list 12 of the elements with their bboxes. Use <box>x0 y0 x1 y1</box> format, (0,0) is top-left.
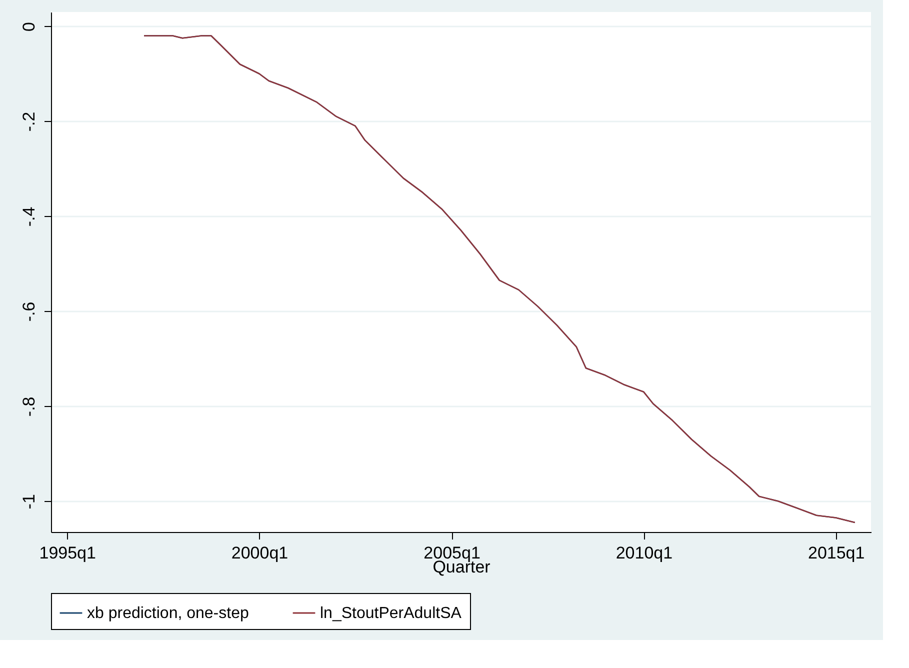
y-tick-label: -.8 <box>20 396 38 417</box>
y-tick-label: -1 <box>20 494 38 510</box>
x-tick-label: 2015q1 <box>808 544 865 562</box>
x-tick-label: 2000q1 <box>231 544 288 562</box>
y-tick-label: -.6 <box>20 302 38 322</box>
y-tick-label: -.4 <box>20 206 38 227</box>
x-tick-label: 1995q1 <box>39 544 96 562</box>
legend-label: ln_StoutPerAdultSA <box>320 605 462 622</box>
y-tick-label: 0 <box>20 22 38 32</box>
x-tick-label: 2010q1 <box>616 544 673 562</box>
legend-label: xb prediction, one-step <box>87 605 249 622</box>
y-tick-label: -.2 <box>20 112 38 132</box>
